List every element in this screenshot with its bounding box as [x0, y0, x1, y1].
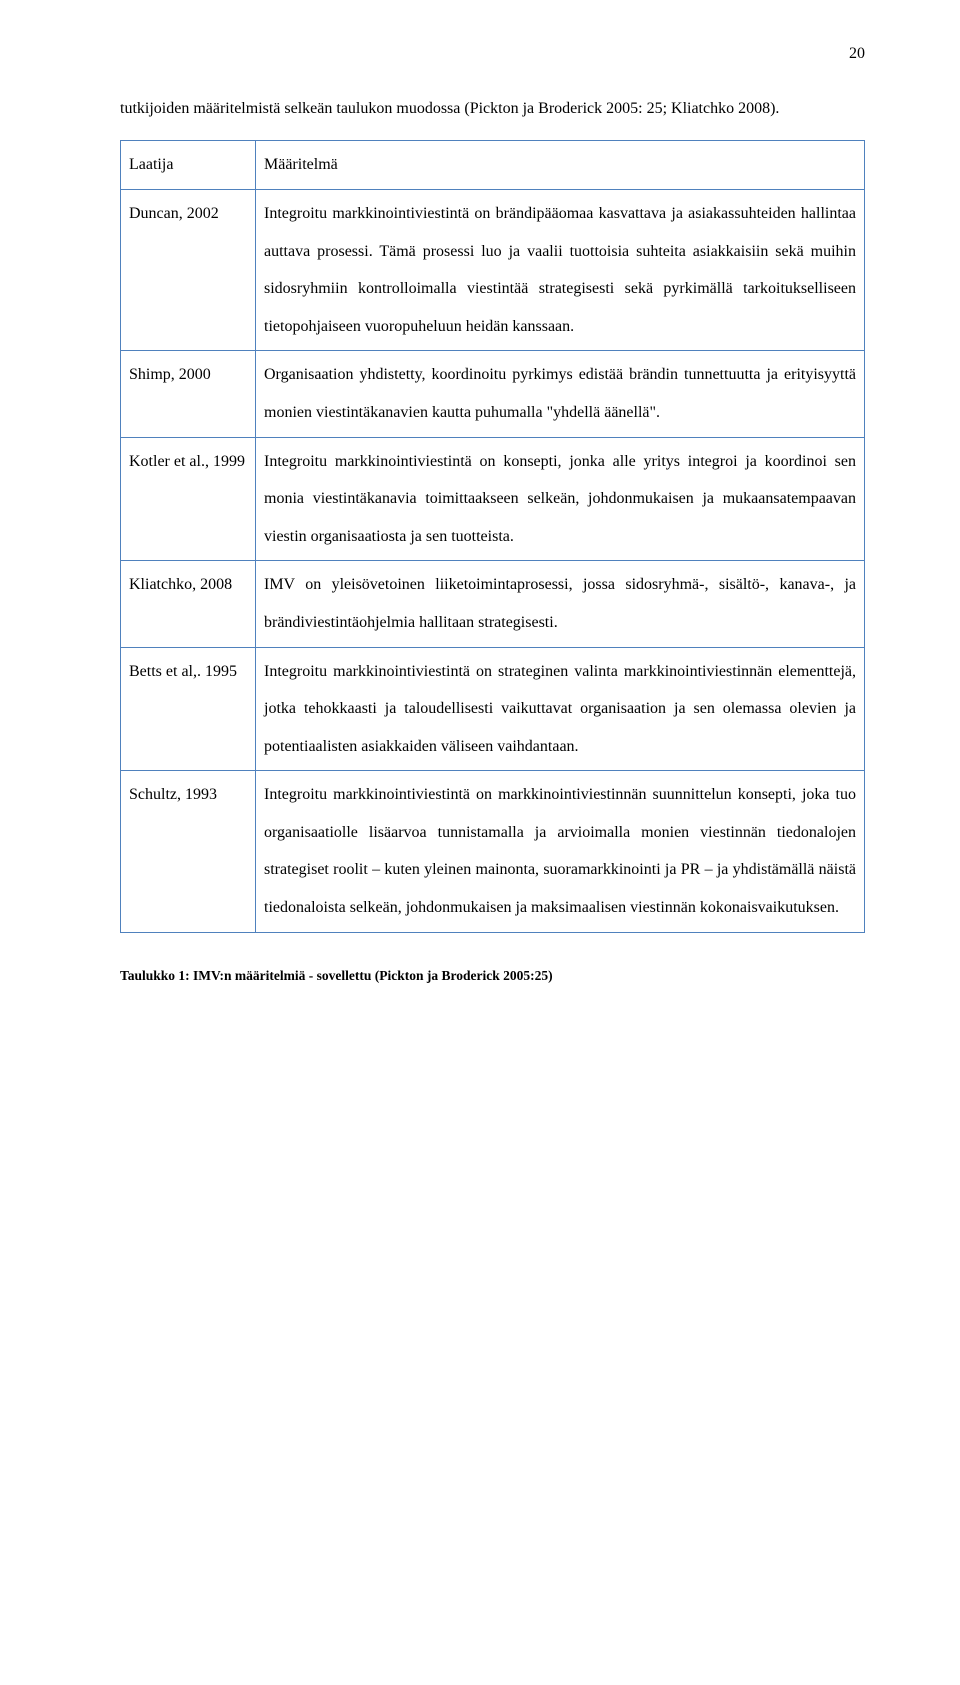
cell-author: Schultz, 1993 [121, 771, 256, 932]
cell-author: Duncan, 2002 [121, 189, 256, 350]
cell-definition: Integroitu markkinointiviestintä on mark… [256, 771, 865, 932]
header-definition: Määritelmä [256, 141, 865, 190]
intro-paragraph: tutkijoiden määritelmistä selkeän tauluk… [120, 90, 865, 128]
cell-definition: Integroitu markkinointiviestintä on brän… [256, 189, 865, 350]
table-row: Betts et al,. 1995 Integroitu markkinoin… [121, 647, 865, 771]
table-row: Kliatchko, 2008 IMV on yleisövetoinen li… [121, 561, 865, 647]
table-body: Laatija Määritelmä Duncan, 2002 Integroi… [121, 141, 865, 932]
cell-author: Kotler et al., 1999 [121, 437, 256, 561]
cell-author: Shimp, 2000 [121, 351, 256, 437]
cell-definition: Organisaation yhdistetty, koordinoitu py… [256, 351, 865, 437]
page-container: 20 tutkijoiden määritelmistä selkeän tau… [0, 0, 960, 1024]
cell-definition: Integroitu markkinointiviestintä on stra… [256, 647, 865, 771]
table-caption: Taulukko 1: IMV:n määritelmiä - sovellet… [120, 968, 865, 984]
definitions-table: Laatija Määritelmä Duncan, 2002 Integroi… [120, 140, 865, 932]
cell-definition: IMV on yleisövetoinen liiketoimintaprose… [256, 561, 865, 647]
page-number: 20 [849, 45, 865, 63]
table-row: Shimp, 2000 Organisaation yhdistetty, ko… [121, 351, 865, 437]
table-row: Kotler et al., 1999 Integroitu markkinoi… [121, 437, 865, 561]
cell-author: Betts et al,. 1995 [121, 647, 256, 771]
table-header-row: Laatija Määritelmä [121, 141, 865, 190]
cell-author: Kliatchko, 2008 [121, 561, 256, 647]
table-row: Duncan, 2002 Integroitu markkinointivies… [121, 189, 865, 350]
cell-definition: Integroitu markkinointiviestintä on kons… [256, 437, 865, 561]
header-author: Laatija [121, 141, 256, 190]
table-row: Schultz, 1993 Integroitu markkinointivie… [121, 771, 865, 932]
